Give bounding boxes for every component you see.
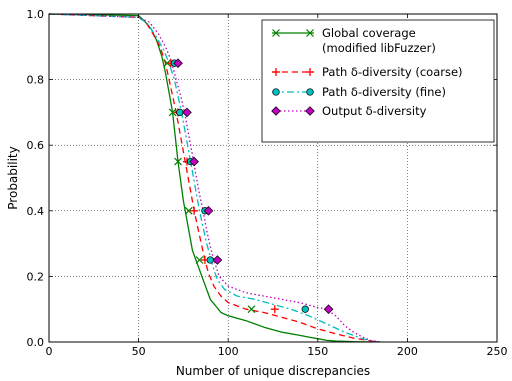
plot-frame [48, 13, 498, 343]
legend-swatch-marker [306, 68, 314, 76]
series-3-marker [323, 304, 334, 314]
series-2-marker [301, 305, 309, 313]
series-0-marker [184, 206, 193, 215]
y-tick-label: 0.4 [27, 205, 45, 218]
legend-swatch-marker [306, 29, 314, 37]
series-3-marker [203, 206, 214, 216]
legend-swatch-marker [272, 29, 280, 37]
x-tick-label: 150 [307, 345, 328, 358]
series-3-marker [189, 156, 199, 167]
series-3-marker [182, 107, 192, 118]
legend-swatch-marker [305, 106, 315, 116]
series-0-marker [247, 305, 256, 314]
legend-swatch-marker [271, 106, 281, 116]
series-0-marker [195, 256, 204, 264]
x-tick-label: 250 [487, 345, 508, 358]
legend-label: Output δ-diversity [322, 104, 427, 118]
series-2-marker [176, 108, 184, 117]
x-tick-label: 200 [397, 345, 418, 358]
series-0-marker [168, 108, 177, 117]
x-tick-label: 50 [132, 345, 146, 358]
x-tick-label: 0 [46, 345, 53, 358]
legend: Global coverage(modified libFuzzer) Path … [261, 19, 495, 143]
series-line-2 [48, 13, 381, 343]
series-2-marker [206, 256, 214, 264]
y-tick-label: 0.0 [27, 336, 45, 349]
axis-ticks: 0 50 100 150 200 250 0.0 0.2 0.4 0.6 0.8 1.0 [27, 8, 508, 358]
series-3-marker [212, 255, 223, 265]
series-3-marker [173, 58, 183, 68]
series-1-marker [270, 305, 279, 314]
y-tick-label: 0.2 [27, 270, 45, 283]
legend-label: Path δ-diversity (coarse) [322, 65, 463, 79]
legend-label: Path δ-diversity (fine) [322, 85, 446, 99]
legend-box [261, 19, 495, 143]
legend-swatch-marker [272, 88, 280, 96]
legend-label: Global coverage [322, 26, 416, 40]
y-axis-label: Probability [6, 146, 20, 209]
series-1-marker [190, 206, 199, 215]
y-tick-label: 1.0 [27, 8, 45, 21]
series-0-marker [174, 157, 182, 166]
x-tick-label: 100 [218, 345, 239, 358]
x-axis-label: Number of unique discrepancies [176, 364, 370, 378]
y-tick-label: 0.8 [27, 74, 45, 87]
y-tick-label: 0.6 [27, 139, 45, 152]
legend-swatch-marker [306, 88, 314, 96]
series-line-0 [48, 13, 372, 343]
legend-label: (modified libFuzzer) [322, 41, 436, 55]
legend-swatch-marker [272, 68, 280, 76]
series-line-1 [48, 13, 378, 343]
series-markers [163, 58, 334, 314]
